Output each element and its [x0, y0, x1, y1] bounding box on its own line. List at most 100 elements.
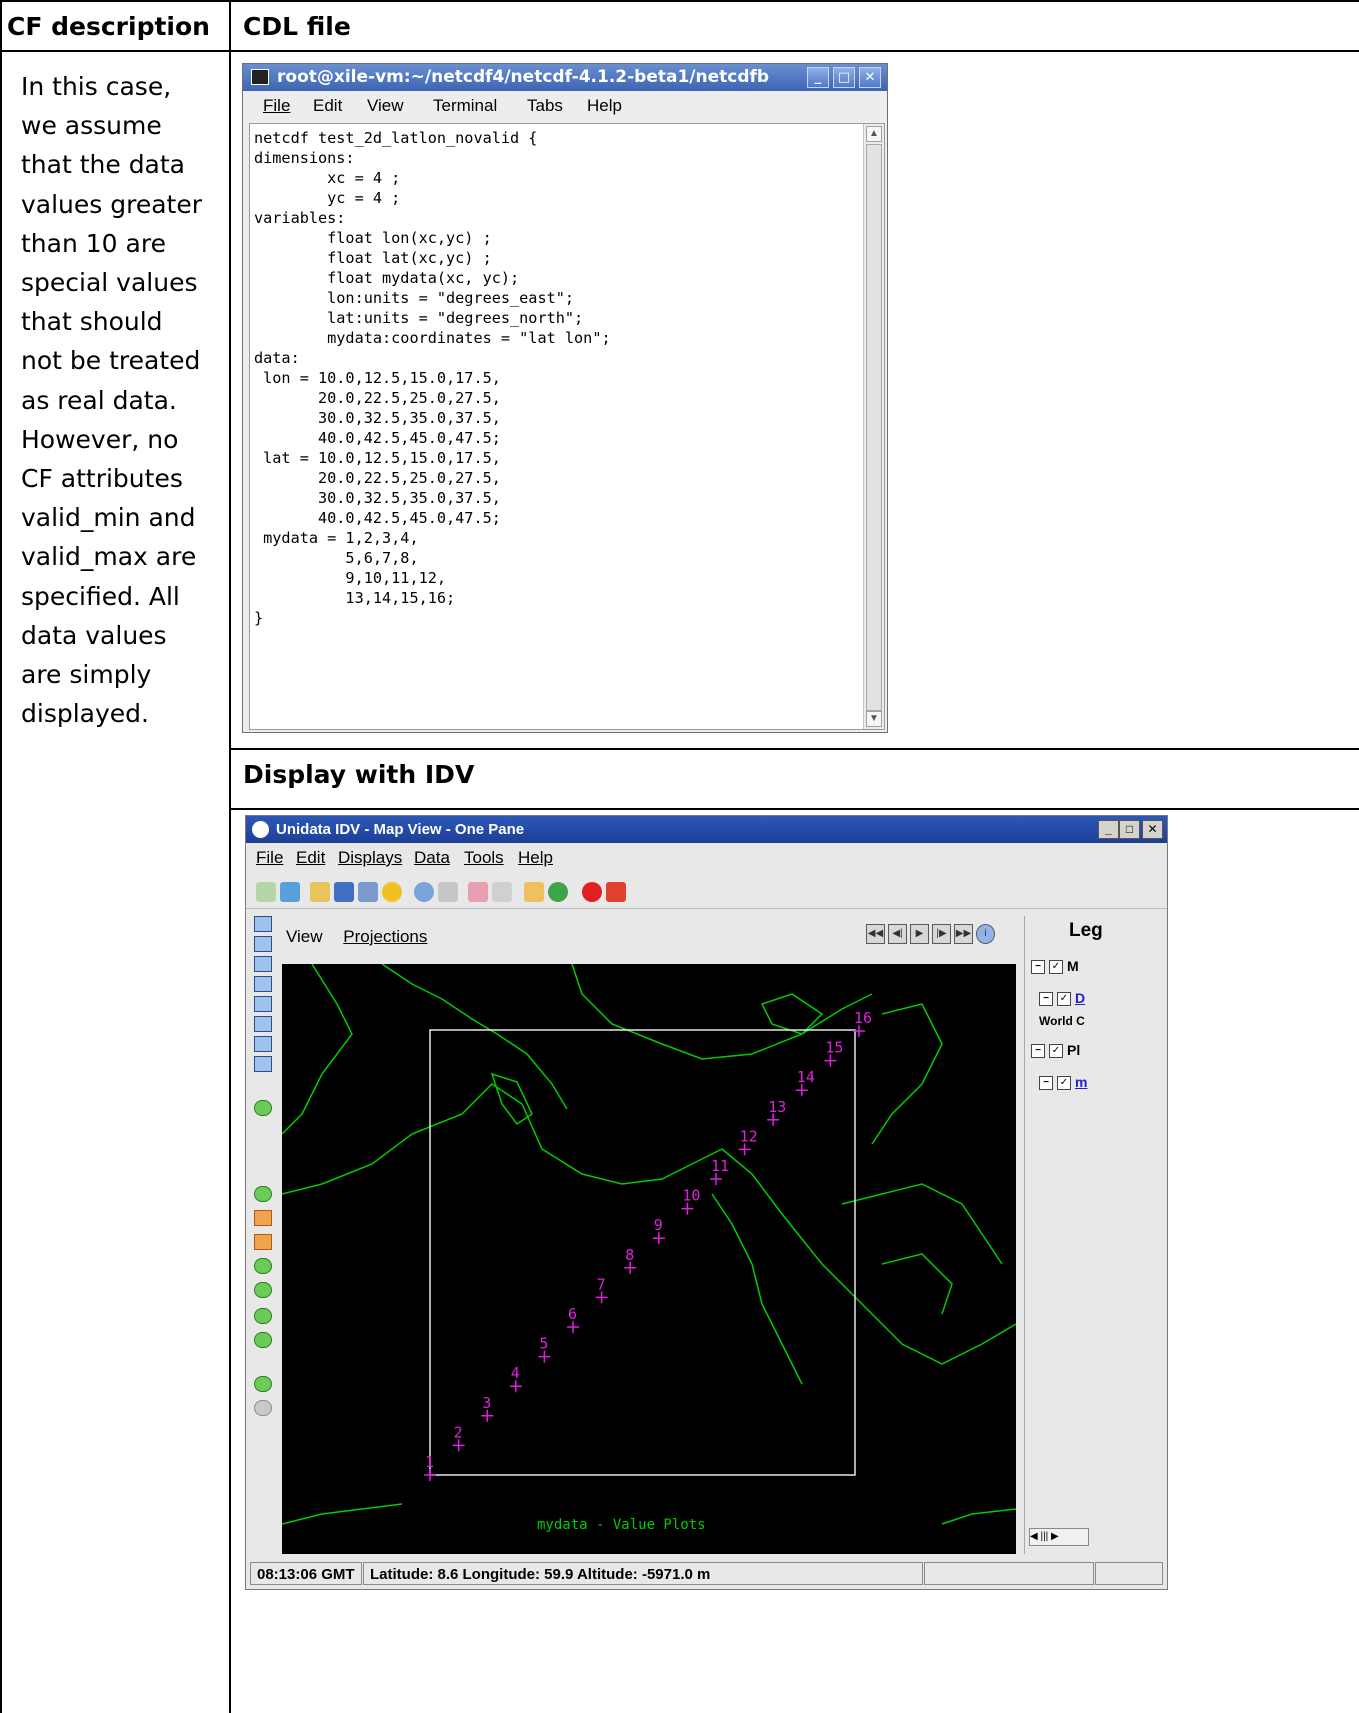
table-border-left	[0, 0, 2, 1713]
menu-terminal[interactable]: Terminal	[433, 96, 498, 115]
view-east-icon[interactable]	[254, 1016, 272, 1032]
collapse-icon[interactable]: −	[1039, 992, 1053, 1007]
new-window-icon[interactable]	[280, 882, 300, 902]
zoom-in-icon[interactable]	[254, 1186, 272, 1202]
map-canvas[interactable]: 1 2 3 4 5 6 7 8 9 10 11 12 13 14 15 16 mydata - Value P…	[282, 964, 1016, 1554]
terminal-menubar: File Edit View Terminal Tabs Help	[243, 91, 887, 121]
refresh-icon[interactable]	[254, 1100, 272, 1116]
menu-tabs[interactable]: Tabs	[527, 96, 563, 115]
legend-scrollbar[interactable]: ◀ ||| ▶	[1029, 1528, 1089, 1546]
view-tools-column	[252, 916, 276, 1556]
plot-value-label: 14	[797, 1068, 815, 1086]
stop-icon[interactable]	[606, 882, 626, 902]
idv-menu-file[interactable]: File	[256, 848, 284, 867]
scissors-icon[interactable]	[492, 882, 512, 902]
mail-icon[interactable]	[438, 882, 458, 902]
view-north-icon[interactable]	[254, 976, 272, 992]
pencil-icon[interactable]	[524, 882, 544, 902]
legend-row-d[interactable]: − ✓ D	[1039, 990, 1085, 1007]
legend-row-pl[interactable]: − ✓ Pl	[1031, 1042, 1080, 1059]
plot-value-label: 12	[740, 1127, 758, 1145]
table-divider-header	[0, 50, 1359, 52]
close-button[interactable]: ✕	[859, 67, 881, 88]
plot-value-label: 3	[482, 1394, 491, 1412]
checkbox-icon[interactable]: ✓	[1049, 960, 1063, 975]
redo-icon[interactable]	[254, 1400, 272, 1416]
plot-marker	[738, 1143, 751, 1156]
collapse-icon[interactable]: −	[1031, 1044, 1045, 1059]
record-icon[interactable]	[582, 882, 602, 902]
checkbox-icon[interactable]: ✓	[1057, 992, 1071, 1007]
plot-value-label: 10	[682, 1187, 700, 1205]
eraser-icon[interactable]	[468, 882, 488, 902]
view-bottom-icon[interactable]	[254, 956, 272, 972]
idv-menu-edit[interactable]: Edit	[296, 848, 326, 867]
save-icon[interactable]	[334, 882, 354, 902]
menu-file[interactable]: File	[263, 96, 291, 115]
globe-icon[interactable]	[548, 882, 568, 902]
header-cdl-file: CDL file	[243, 12, 351, 41]
plot-value-label: 5	[539, 1335, 548, 1353]
pan-left-icon[interactable]	[254, 1258, 272, 1274]
idv-menu-help[interactable]: Help	[518, 848, 553, 867]
idv-close-button[interactable]: ✕	[1142, 820, 1163, 839]
idv-menu-tools[interactable]: Tools	[464, 848, 504, 867]
view-west-icon[interactable]	[254, 1036, 272, 1052]
pan-down-icon[interactable]	[254, 1332, 272, 1348]
anim-last-icon[interactable]: ▶▶	[954, 924, 973, 944]
menu-help[interactable]: Help	[587, 96, 622, 115]
legend-row-m[interactable]: − ✓ M	[1031, 958, 1079, 975]
home-icon[interactable]	[254, 1234, 272, 1250]
legend-panel: Leg − ✓ M − ✓ D World C − ✓ Pl − ✓ m ◀ ||| ▶	[1024, 916, 1164, 1554]
view-3d-icon[interactable]	[254, 916, 272, 932]
anim-next-icon[interactable]: |▶	[932, 924, 951, 944]
plot-marker	[538, 1350, 551, 1363]
status-empty-2	[1095, 1562, 1163, 1585]
idv-minimize-button[interactable]: _	[1098, 820, 1119, 839]
bundle-icon[interactable]	[358, 882, 378, 902]
zoom-out-icon[interactable]	[254, 1210, 272, 1226]
view-menu-projections[interactable]: Projections	[343, 927, 428, 946]
terminal-icon	[251, 69, 269, 85]
view-top-icon[interactable]	[254, 936, 272, 952]
terminal-title: root@xile-vm:~/netcdf4/netcdf-4.1.2-beta…	[277, 67, 770, 87]
pan-right-icon[interactable]	[254, 1282, 272, 1298]
menu-edit[interactable]: Edit	[313, 96, 343, 115]
plot-marker	[595, 1291, 608, 1304]
scroll-up-icon[interactable]: ▲	[866, 126, 882, 142]
idv-menu-displays[interactable]: Displays	[338, 848, 403, 867]
legend-row-mydata[interactable]: − ✓ m	[1039, 1074, 1087, 1091]
idv-maximize-button[interactable]: □	[1119, 820, 1140, 839]
minimize-button[interactable]: _	[807, 67, 829, 88]
terminal-titlebar: root@xile-vm:~/netcdf4/netcdf-4.1.2-beta…	[243, 64, 887, 91]
maximize-button[interactable]: □	[833, 67, 855, 88]
anim-prev-icon[interactable]: ◀|	[888, 924, 907, 944]
collapse-icon[interactable]: −	[1039, 1076, 1053, 1091]
idv-menu-data[interactable]: Data	[414, 848, 450, 867]
rotate-icon[interactable]	[254, 1056, 272, 1072]
plot-value-label: 6	[568, 1305, 577, 1323]
collapse-icon[interactable]: −	[1031, 960, 1045, 975]
view-menu-view[interactable]: View	[286, 927, 323, 946]
scroll-thumb[interactable]	[866, 144, 882, 711]
undo-icon[interactable]	[254, 1376, 272, 1392]
pan-up-icon[interactable]	[254, 1308, 272, 1324]
wizard-icon[interactable]	[256, 882, 276, 902]
help-icon[interactable]	[414, 882, 434, 902]
anim-play-icon[interactable]: ▶	[910, 924, 929, 944]
menu-view[interactable]: View	[367, 96, 404, 115]
terminal-scrollbar[interactable]: ▲ ▼	[863, 124, 884, 729]
scroll-down-icon[interactable]: ▼	[866, 711, 882, 727]
anim-first-icon[interactable]: ◀◀	[866, 924, 885, 944]
idv-title: Unidata IDV - Map View - One Pane	[276, 821, 525, 838]
checkbox-icon[interactable]: ✓	[1049, 1044, 1063, 1059]
checkbox-icon[interactable]: ✓	[1057, 1076, 1071, 1091]
open-folder-icon[interactable]	[310, 882, 330, 902]
anim-info-icon[interactable]: i	[976, 924, 995, 944]
favorite-star-icon[interactable]	[382, 882, 402, 902]
view-menubar: View Projections	[286, 926, 443, 948]
view-south-icon[interactable]	[254, 996, 272, 1012]
table-border-top	[0, 0, 1359, 2]
terminal-content[interactable]: netcdf test_2d_latlon_novalid { dimensio…	[249, 123, 885, 730]
